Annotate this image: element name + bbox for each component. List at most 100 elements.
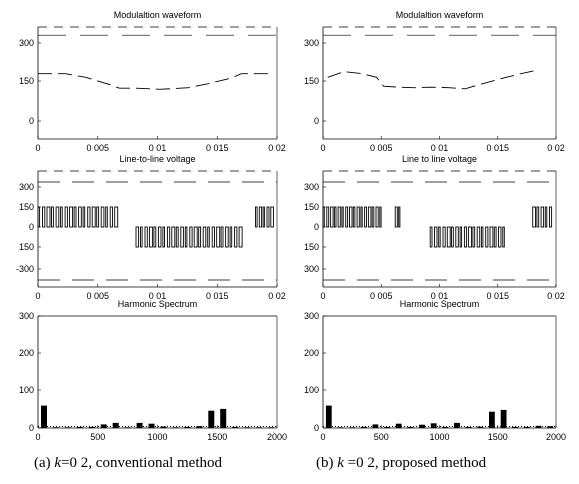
harmonic-bar	[524, 426, 530, 428]
x-tick-label: 500	[90, 432, 105, 442]
voltage-pulse	[540, 206, 545, 228]
voltage-pulse-group	[532, 206, 553, 228]
voltage-pulse	[180, 226, 184, 248]
x-tick-label: 0 01	[431, 143, 449, 153]
voltage-pulse	[442, 226, 446, 248]
voltage-pulse	[532, 206, 536, 228]
x-tick-label: 0 015	[486, 291, 509, 301]
harmonic-bar	[500, 409, 507, 428]
x-tick-label: 0 015	[206, 143, 229, 153]
caption-right-prefix: (b)	[316, 455, 338, 471]
voltage-pulse	[100, 206, 105, 228]
voltage-pulse	[184, 226, 188, 248]
voltage-pulse-group	[135, 226, 243, 248]
harmonic-bar	[430, 423, 437, 428]
x-tick-label: 0 01	[431, 291, 449, 301]
y-tick-label: 300	[304, 311, 319, 321]
y-tick-label: -300	[16, 264, 34, 274]
voltage-pulse-group	[37, 206, 119, 228]
voltage-pulse	[341, 206, 344, 228]
voltage-pulse	[270, 206, 274, 228]
y-tick-label: 300	[304, 264, 319, 274]
voltage-pulse	[55, 206, 60, 228]
voltage-pulse	[463, 226, 468, 248]
voltage-pulse	[455, 226, 459, 248]
voltage-pulse	[91, 206, 96, 228]
y-tick-label: 200	[304, 348, 319, 358]
y-tick-label: 0	[314, 222, 319, 232]
voltage-pulse-group	[255, 206, 274, 228]
caption-left-prefix: (a)	[34, 455, 55, 471]
harmonic-bar	[489, 411, 495, 428]
y-tick-label: 150	[304, 76, 319, 86]
chart-title: Harmonic Spectrum	[400, 299, 480, 309]
voltage-pulse	[216, 226, 221, 248]
harmonic-bar	[184, 426, 191, 428]
x-tick-label: 0	[35, 291, 40, 301]
voltage-pulse	[60, 206, 63, 228]
harmonic-bar	[136, 422, 143, 428]
voltage-pulse	[446, 226, 451, 248]
harmonic-bar	[208, 410, 215, 428]
voltage-pulse	[489, 226, 494, 248]
voltage-pulse	[459, 226, 463, 248]
x-tick-label: 0 02	[268, 143, 286, 153]
x-tick-label: 0 015	[206, 291, 229, 301]
x-tick-label: 0	[320, 432, 325, 442]
caption-left-text: =0 2, conventional method	[61, 455, 223, 471]
harmonic-bar	[52, 427, 59, 428]
chart-panel-a-harmonic: Harmonic Spectrum 0 500 1000 1500 2000 0 100 200…	[19, 299, 287, 442]
chart-title: Harmonic Spectrum	[118, 299, 198, 309]
x-tick-label: 0 01	[149, 291, 167, 301]
caption-right-variable: k	[337, 455, 344, 471]
voltage-pulse	[148, 226, 153, 248]
y-tick-label: 300	[304, 38, 319, 48]
x-tick-label: 0 02	[268, 291, 286, 301]
voltage-pulse	[476, 226, 481, 248]
harmonic-bar	[442, 426, 449, 428]
voltage-pulse	[255, 206, 258, 228]
harmonic-bar	[41, 405, 47, 428]
voltage-pulse	[502, 226, 505, 248]
harmonic-bar	[232, 426, 239, 428]
caption-left-variable: k	[54, 455, 62, 471]
voltage-pulse	[189, 226, 193, 248]
voltage-pulse	[82, 206, 86, 228]
harmonic-bar	[454, 422, 460, 428]
x-tick-label: 0	[35, 432, 40, 442]
chart-title: Modulaltion waveform	[114, 10, 202, 20]
voltage-pulse	[485, 226, 489, 248]
voltage-pulse	[42, 206, 46, 228]
voltage-pulse	[356, 206, 360, 228]
voltage-pulse	[367, 206, 372, 228]
voltage-pulse	[266, 206, 270, 228]
voltage-pulse	[166, 226, 171, 248]
x-tick-label: 0 005	[86, 291, 109, 301]
voltage-pulse	[225, 226, 229, 248]
voltage-pulse	[468, 226, 472, 248]
voltage-pulse	[73, 206, 77, 228]
y-tick-label: 150	[304, 242, 319, 252]
y-tick-label: 0	[29, 423, 34, 433]
x-tick-label: 500	[374, 432, 389, 442]
harmonic-bar	[349, 427, 355, 428]
harmonic-bar	[76, 426, 83, 428]
voltage-pulse	[193, 226, 198, 248]
voltage-pulse	[352, 206, 356, 228]
voltage-pulse-group	[322, 206, 382, 228]
voltage-pulse	[78, 206, 82, 228]
chart-panel-b-harmonic: Harmonic Spectrum 0 500 1000 1500 2000 0 100 200…	[304, 299, 566, 442]
y-tick-label: 150	[304, 202, 319, 212]
voltage-pulse	[451, 226, 454, 248]
caption-right-text: =0 2, proposed method	[343, 455, 487, 471]
voltage-pulse	[337, 206, 341, 228]
harmonic-bar	[325, 405, 332, 428]
harmonic-bar	[407, 426, 414, 428]
voltage-pulse	[144, 226, 148, 248]
voltage-pulse	[87, 206, 91, 228]
harmonic-bar	[88, 426, 95, 428]
voltage-pulse	[175, 226, 179, 248]
voltage-pulse	[549, 206, 553, 228]
voltage-pulse	[202, 226, 207, 248]
